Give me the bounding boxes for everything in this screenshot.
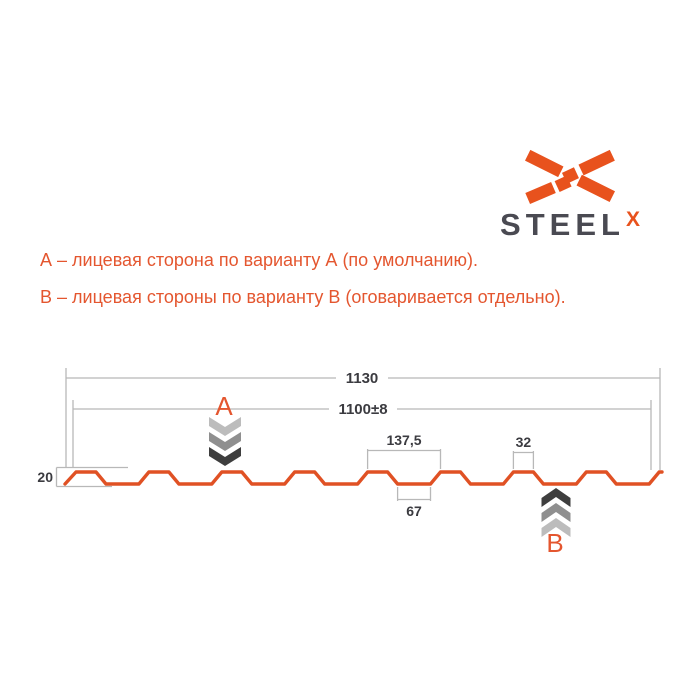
logo-wordmark-text: STEEL — [500, 207, 625, 242]
label-backing — [329, 400, 397, 417]
chevron-up-icon — [541, 518, 571, 537]
profile-height-label: 20 — [37, 469, 53, 485]
steelx-logo: STEELX — [470, 146, 670, 240]
note-variant-b: В – лицевая стороны по варианту В (огова… — [40, 287, 566, 307]
profile-height-dimension: 20 — [37, 466, 128, 488]
crest-top-label: 32 — [516, 434, 532, 450]
working-width-label: 1100±8 — [338, 401, 387, 418]
logo-arm-bottom-right — [576, 174, 615, 203]
profile-sheet-outline — [63, 470, 664, 486]
variant-a-marker: А — [209, 391, 241, 466]
logo-superscript-x: X — [625, 208, 640, 231]
variant-a-letter: А — [215, 391, 233, 421]
logo-arm-top-left — [525, 149, 564, 178]
overall-width-label: 1130 — [346, 370, 379, 387]
logo-arm-bottom-left — [525, 181, 556, 204]
variant-b-letter: В — [546, 528, 563, 558]
variant-b-marker: В — [541, 488, 571, 558]
note-variant-a: А – лицевая сторона по варианту А (по ум… — [40, 250, 478, 270]
chevron-down-icon — [209, 417, 241, 436]
label-backing — [336, 369, 388, 386]
pitch-dimension: 137,5 — [366, 432, 442, 469]
valley-bottom-label: 67 — [406, 503, 422, 519]
chevron-down-icon — [209, 432, 241, 451]
valley-bottom-dimension: 67 — [396, 487, 432, 519]
chevron-up-icon — [541, 488, 571, 507]
pitch-label: 137,5 — [386, 432, 421, 448]
crest-top-dimension: 32 — [512, 434, 535, 469]
steelx-knot-x-icon — [525, 149, 615, 204]
logo-wordmark: STEELX — [470, 209, 670, 240]
chevron-up-icon — [541, 503, 571, 522]
logo-knot-segment-2 — [554, 175, 572, 192]
overall-width-dimension: 1130 — [65, 368, 661, 470]
chevron-down-icon — [209, 447, 241, 466]
logo-arm-top-right — [578, 149, 615, 176]
working-width-dimension: 1100±8 — [72, 400, 652, 470]
